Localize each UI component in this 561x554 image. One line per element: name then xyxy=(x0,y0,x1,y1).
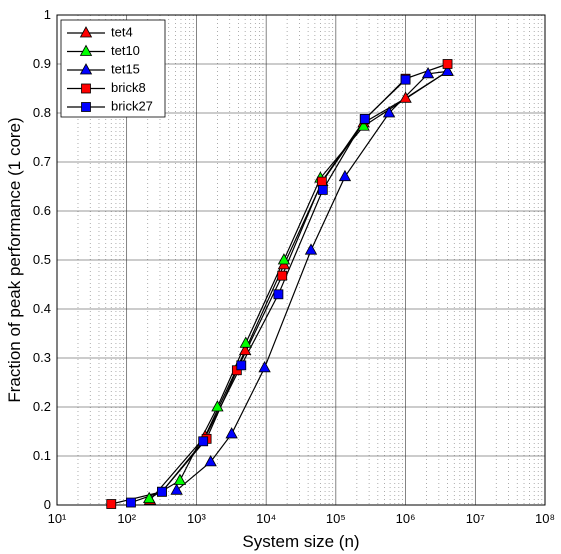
data-point xyxy=(338,169,352,182)
y-tick-label: 0 xyxy=(44,497,51,512)
x-tick-label: 10³ xyxy=(187,511,206,526)
legend: tet4 tet10 tet15 brick8 brick27 xyxy=(60,19,166,118)
data-point xyxy=(106,499,117,509)
x-tick-label: 10⁶ xyxy=(396,511,416,526)
data-point xyxy=(238,343,252,356)
data-point xyxy=(225,427,238,439)
data-point xyxy=(273,289,284,300)
y-tick-label: 0.4 xyxy=(33,301,51,316)
data-point xyxy=(204,455,217,467)
data-point xyxy=(143,491,156,504)
legend-label: brick27 xyxy=(111,98,153,113)
x-axis-title: System size (n) xyxy=(242,532,359,551)
data-point xyxy=(157,486,167,497)
data-point xyxy=(399,91,412,103)
y-tick-label: 0.1 xyxy=(33,448,51,463)
series-line xyxy=(130,79,406,504)
data-point xyxy=(277,270,288,281)
legend-label: tet10 xyxy=(111,43,140,58)
data-point xyxy=(239,336,252,348)
x-tick-label: 10² xyxy=(117,511,136,526)
data-point xyxy=(382,106,396,118)
data-point xyxy=(317,185,328,195)
data-point xyxy=(442,59,453,69)
x-tick-label: 10¹ xyxy=(48,511,67,526)
legend-marker xyxy=(81,102,91,112)
y-tick-label: 0.2 xyxy=(33,399,51,414)
data-point xyxy=(441,64,454,76)
series-line xyxy=(149,70,448,501)
plot-frame xyxy=(56,14,546,506)
legend-label: tet15 xyxy=(111,61,140,76)
y-tick-label: 0.7 xyxy=(33,154,51,169)
data-point xyxy=(400,74,411,85)
data-point xyxy=(357,119,370,131)
data-point xyxy=(126,497,136,508)
legend-marker xyxy=(79,44,93,56)
legend-marker xyxy=(81,83,91,94)
y-tick-label: 0.8 xyxy=(33,105,51,120)
data-point xyxy=(173,473,187,485)
series-line xyxy=(148,70,448,500)
y-tick-label: 0.3 xyxy=(33,350,51,365)
x-tick-label: 10⁵ xyxy=(326,511,346,526)
x-tick-label: 10⁷ xyxy=(466,511,485,526)
y-axis-title: Fraction of peak performance (1 core) xyxy=(5,117,24,402)
legend-label: tet4 xyxy=(111,24,133,39)
data-point xyxy=(277,253,291,265)
data-point xyxy=(258,360,271,373)
data-point xyxy=(421,66,435,79)
y-tick-label: 1 xyxy=(44,7,51,22)
data-point xyxy=(236,360,247,371)
y-tick-label: 0.6 xyxy=(33,203,51,218)
legend-marker xyxy=(79,26,93,38)
data-point xyxy=(304,243,318,255)
legend-box xyxy=(60,19,166,118)
data-point xyxy=(211,400,224,412)
data-point xyxy=(198,436,209,447)
legend-marker xyxy=(79,63,93,75)
y-tick-label: 0.9 xyxy=(33,56,51,71)
legend-label: brick8 xyxy=(111,80,146,95)
data-point xyxy=(359,113,370,124)
x-tick-label: 10⁴ xyxy=(256,511,276,526)
x-tick-label: 10⁸ xyxy=(535,511,555,526)
series-line xyxy=(111,63,448,505)
data-point xyxy=(316,176,327,187)
y-tick-label: 0.5 xyxy=(33,252,51,267)
data-point xyxy=(170,483,183,495)
